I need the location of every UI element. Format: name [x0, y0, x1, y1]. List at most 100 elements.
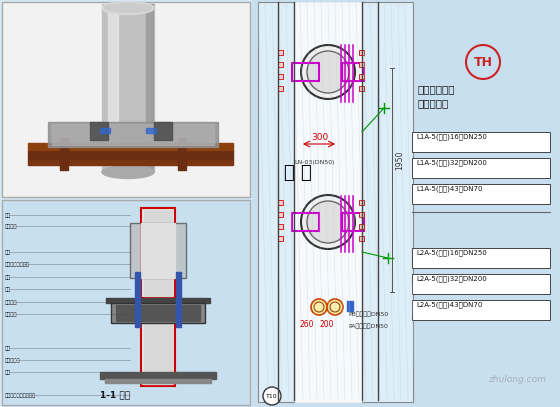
Bar	[116, 305, 200, 321]
Bar	[28, 143, 233, 150]
Bar	[130, 223, 186, 278]
Bar	[106, 298, 210, 303]
Bar	[359, 50, 364, 55]
Bar	[100, 128, 110, 133]
Bar	[359, 236, 364, 241]
Circle shape	[301, 195, 355, 249]
Ellipse shape	[102, 2, 154, 15]
Bar	[359, 62, 364, 67]
Bar	[144, 210, 172, 296]
Text: 冷冻水管井固: 冷冻水管井固	[418, 84, 455, 94]
Bar	[252, 0, 560, 407]
Text: 弹钩支架: 弹钩支架	[5, 312, 17, 317]
Text: 水管: 水管	[5, 213, 11, 218]
Bar	[278, 86, 283, 91]
Bar	[412, 184, 550, 204]
Bar	[102, 4, 154, 172]
Text: 液态不燃地基材料密封: 液态不燃地基材料密封	[5, 393, 36, 398]
Bar	[52, 124, 214, 145]
Circle shape	[311, 299, 327, 315]
Text: 冷 水: 冷 水	[284, 164, 312, 182]
Bar	[278, 212, 283, 217]
Bar	[359, 212, 364, 217]
Text: 翅板: 翅板	[5, 250, 11, 255]
Text: TH: TH	[474, 55, 492, 68]
Text: L2A-5(高区)16层DN250: L2A-5(高区)16层DN250	[416, 250, 487, 256]
Bar	[278, 224, 283, 229]
Bar	[144, 320, 172, 384]
Bar	[292, 213, 319, 231]
Bar	[90, 122, 108, 140]
Bar	[412, 300, 550, 320]
Text: PA（低区）DN50: PA（低区）DN50	[348, 324, 388, 329]
Bar	[141, 318, 175, 386]
Text: 1950: 1950	[395, 151, 404, 170]
Bar	[146, 128, 156, 133]
Ellipse shape	[102, 166, 154, 179]
Bar	[359, 86, 364, 91]
Bar	[154, 122, 172, 140]
Bar	[359, 200, 364, 205]
Bar	[178, 138, 186, 170]
Bar	[100, 372, 216, 379]
Bar	[176, 272, 181, 327]
Bar	[292, 63, 319, 81]
Bar	[359, 74, 364, 79]
Bar	[278, 74, 283, 79]
Bar	[105, 379, 211, 383]
Text: 防腐垫木: 防腐垫木	[5, 300, 17, 305]
Text: 300: 300	[311, 133, 329, 142]
Text: 高度根据计算确定: 高度根据计算确定	[5, 262, 30, 267]
Bar	[278, 50, 283, 55]
Text: 1-1 剖面: 1-1 剖面	[100, 390, 130, 399]
Bar	[347, 301, 353, 311]
Text: PB（低区）DN50: PB（低区）DN50	[348, 311, 388, 317]
Text: LN-03(DN50): LN-03(DN50)	[294, 160, 334, 165]
Text: 钢板: 钢板	[5, 287, 11, 292]
Text: 200: 200	[320, 320, 334, 329]
Text: L2A-5(高区)32层DN200: L2A-5(高区)32层DN200	[416, 276, 487, 282]
Text: 磁板: 磁板	[5, 346, 11, 351]
Text: T10: T10	[266, 394, 278, 398]
Bar	[108, 4, 118, 172]
Circle shape	[307, 51, 349, 93]
Text: L2A-5(高区)43层DN70: L2A-5(高区)43层DN70	[416, 302, 482, 309]
Ellipse shape	[105, 4, 152, 13]
Bar	[141, 208, 175, 298]
Bar	[135, 272, 140, 327]
Bar	[342, 213, 364, 231]
Bar	[412, 158, 550, 178]
Bar	[359, 224, 364, 229]
Text: 焊接: 焊接	[5, 275, 11, 280]
Bar	[278, 236, 283, 241]
Bar	[2, 200, 250, 405]
Bar	[412, 248, 550, 268]
Bar	[278, 200, 283, 205]
Bar	[48, 122, 218, 147]
Text: 保温材料: 保温材料	[5, 224, 17, 229]
Text: L1A-5(高区)16层DN250: L1A-5(高区)16层DN250	[416, 133, 487, 140]
Circle shape	[263, 387, 281, 405]
Bar	[342, 63, 364, 81]
Bar	[278, 62, 283, 67]
Bar	[60, 138, 68, 170]
Text: 定支架位置: 定支架位置	[418, 98, 449, 108]
Bar	[412, 274, 550, 294]
Bar	[258, 2, 413, 402]
Text: 承垫: 承垫	[5, 370, 11, 375]
Bar	[412, 132, 550, 152]
Bar	[146, 4, 153, 172]
Circle shape	[327, 299, 343, 315]
Bar	[295, 2, 361, 402]
Circle shape	[307, 201, 349, 243]
Bar	[28, 160, 233, 165]
Bar	[28, 150, 233, 160]
Text: zhulong.com: zhulong.com	[488, 375, 546, 384]
Bar	[111, 303, 205, 323]
Circle shape	[301, 45, 355, 99]
Bar	[141, 223, 175, 278]
Text: 后浇混凝土: 后浇混凝土	[5, 358, 21, 363]
Text: L1A-5(高区)43层DN70: L1A-5(高区)43层DN70	[416, 186, 483, 192]
Text: 260: 260	[300, 320, 315, 329]
Bar	[2, 2, 250, 197]
